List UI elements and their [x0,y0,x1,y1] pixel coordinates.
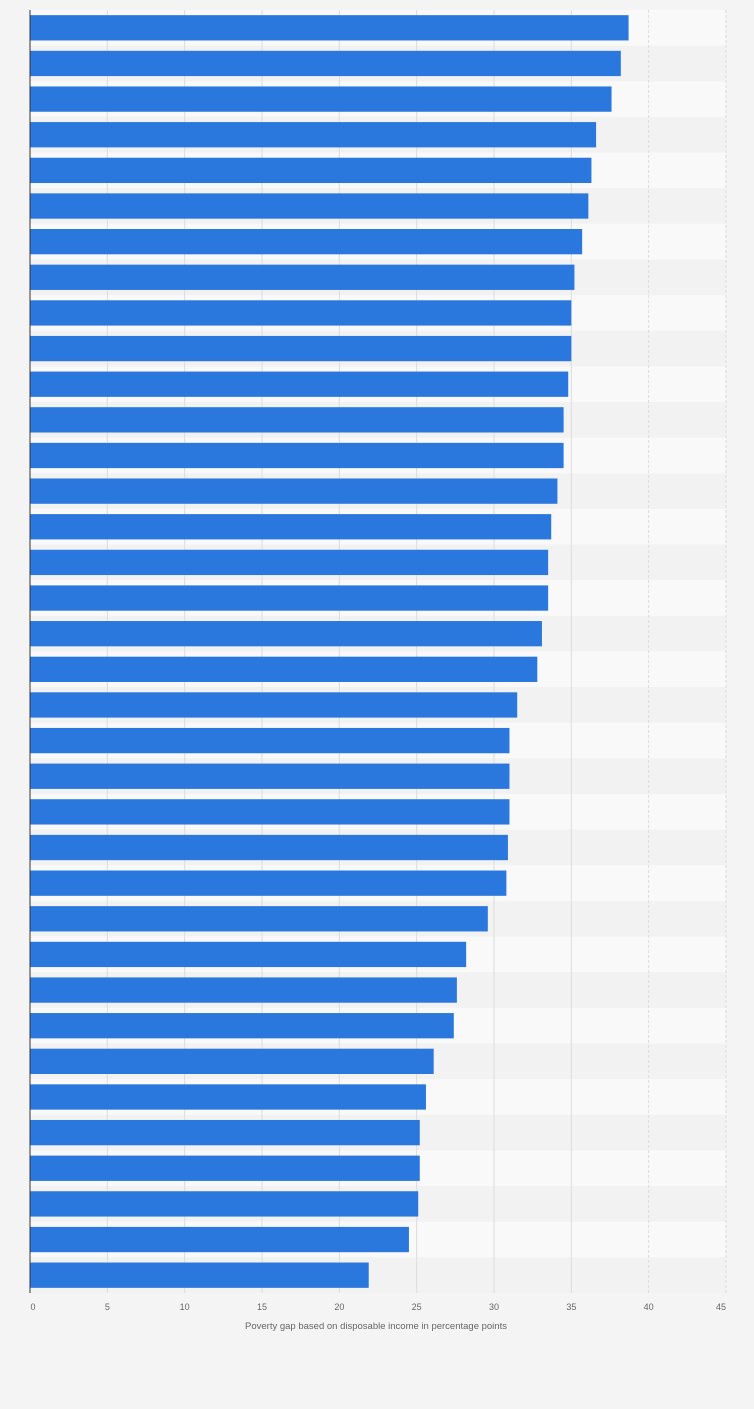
bar[interactable] [30,585,549,611]
bar[interactable] [30,941,467,968]
bar[interactable] [30,870,507,896]
bar[interactable] [30,300,572,326]
bar[interactable] [30,834,508,861]
x-tick-label: 45 [716,1302,726,1312]
bar[interactable] [30,264,575,290]
x-axis-ticks: 0 5 10 15 20 25 30 35 40 45 [30,1302,726,1312]
bar[interactable] [30,799,510,825]
bar[interactable] [30,1262,369,1288]
bar[interactable] [30,906,488,932]
bar[interactable] [30,514,552,540]
x-tick-label: 35 [566,1302,576,1312]
bar[interactable] [30,229,583,255]
x-axis-title: Poverty gap based on disposable income i… [245,1321,507,1332]
x-tick-label: 0 [30,1302,35,1312]
bar[interactable] [30,977,457,1003]
bar[interactable] [30,122,597,148]
bar[interactable] [30,86,612,112]
x-tick-label: 10 [180,1302,190,1312]
bar[interactable] [30,371,569,397]
gridlines [106,10,727,1293]
x-tick-label: 40 [644,1302,654,1312]
bar[interactable] [30,1084,426,1110]
x-tick-label: 5 [105,1302,110,1312]
bar[interactable] [30,407,564,433]
bar[interactable] [30,727,510,754]
bar[interactable] [30,1226,409,1253]
x-tick-label: 30 [489,1302,499,1312]
bar[interactable] [30,621,542,647]
bar[interactable] [30,1119,420,1146]
bar[interactable] [30,1013,454,1039]
bar[interactable] [30,1191,419,1217]
bar[interactable] [30,335,572,362]
bar[interactable] [30,15,629,41]
x-tick-label: 15 [257,1302,267,1312]
x-tick-label: 25 [412,1302,422,1312]
bar[interactable] [30,549,549,576]
bar[interactable] [30,656,538,682]
bar[interactable] [30,1048,434,1074]
bar[interactable] [30,193,589,219]
x-tick-label: 20 [334,1302,344,1312]
bar[interactable] [30,157,592,184]
bar[interactable] [30,442,564,469]
bar[interactable] [30,1155,420,1181]
bar[interactable] [30,478,558,504]
bar[interactable] [30,763,510,789]
bars [30,15,629,1288]
bar[interactable] [30,50,621,77]
bar[interactable] [30,692,518,718]
